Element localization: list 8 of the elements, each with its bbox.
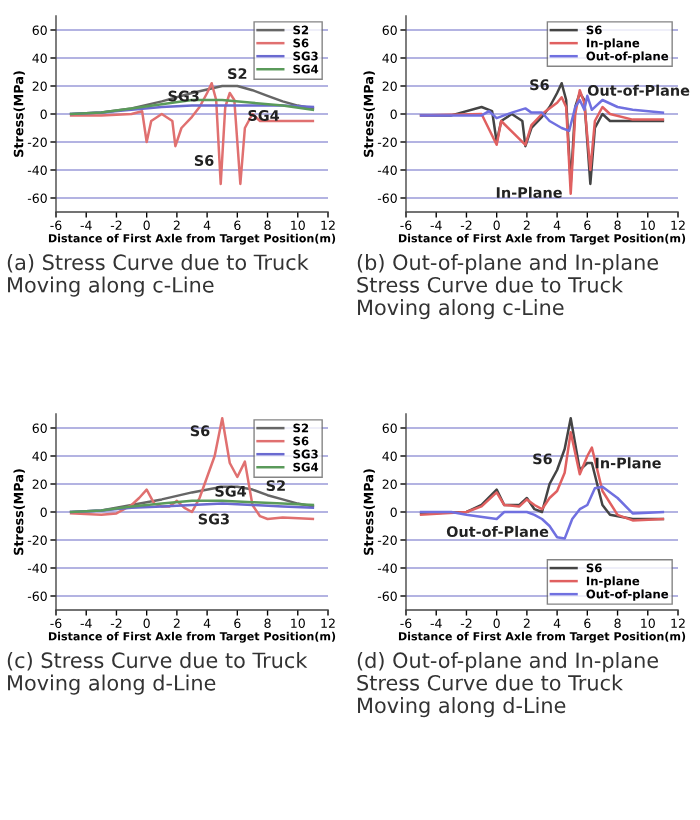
text: (a) Stress Curve due to Truck Moving along c-Line	[7, 254, 309, 297]
line-series	[69, 416, 315, 521]
text: (c) Stress Curve due to Truck Moving along d-Line	[7, 652, 308, 695]
text: (d) Out-of-plane and In-plane Stress Curve due to Truck Moving along d-Line	[357, 652, 659, 718]
line-series	[419, 485, 665, 540]
line-series	[69, 81, 315, 186]
text: (b) Out-of-plane and In-plane Stress Curve due to Truck Moving along c-Line	[357, 254, 659, 320]
line-series	[419, 94, 665, 133]
